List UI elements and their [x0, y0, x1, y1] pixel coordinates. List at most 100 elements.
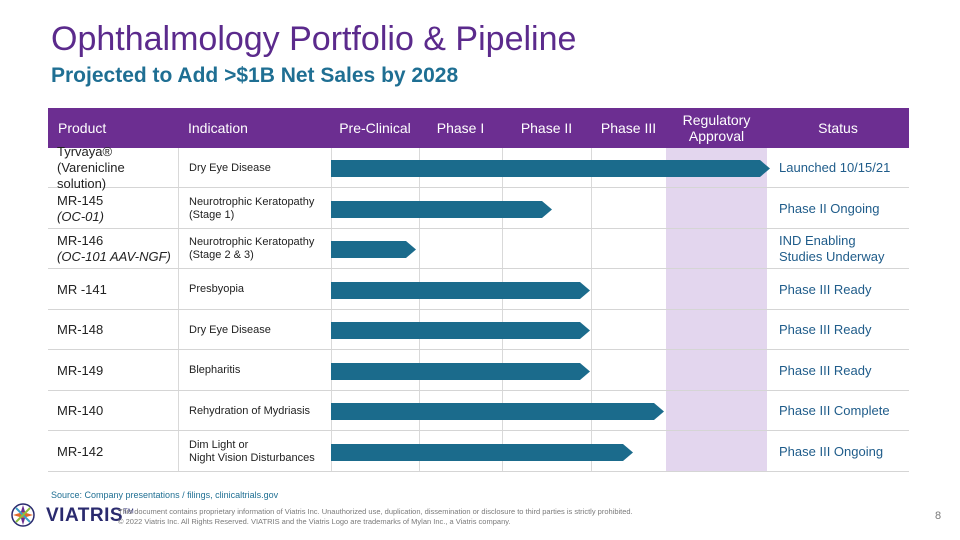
indication-text: Neurotrophic Keratopathy: [189, 236, 315, 248]
trademark-mark: TM: [123, 508, 135, 516]
product-cell: MR-149: [57, 351, 177, 391]
status-cell: Phase III Ready: [779, 310, 909, 350]
product-name: Tyrvaya®: [57, 144, 113, 159]
progress-bar: [331, 443, 633, 461]
status-text: Phase III Complete: [779, 403, 890, 418]
status-text: IND Enabling: [779, 233, 856, 248]
progress-bar: [331, 241, 416, 258]
product-cell: MR-148: [57, 310, 177, 350]
status-cell: Phase III Complete: [779, 391, 909, 431]
status-cell: Phase III Ready: [779, 270, 909, 310]
indication-cell: Dry Eye Disease: [189, 148, 339, 188]
status-cell: Launched 10/15/21: [779, 148, 909, 188]
status-text: Phase II Ongoing: [779, 200, 880, 216]
legal-line-2: © 2022 Viatris Inc. All Rights Reserved.…: [118, 517, 511, 526]
table-row: Tyrvaya® (Varenicline solution) Dry Eye …: [48, 144, 909, 191]
column-divider: [591, 148, 592, 472]
product-code: (OC-01): [57, 208, 104, 224]
product-name: MR-140: [57, 403, 104, 418]
progress-arrow: [331, 362, 590, 380]
progress-bar: [331, 200, 552, 218]
progress-bar: [331, 281, 590, 299]
product-code: (Varenicline solution): [57, 160, 125, 191]
indication-text: Neurotrophic Keratopathy: [189, 195, 315, 208]
progress-arrow: [331, 200, 552, 218]
viatris-logo-icon: [11, 503, 35, 527]
product-name: MR-149: [57, 362, 104, 378]
table-row: MR-140 Rehydration of Mydriasis Phase II…: [48, 391, 909, 431]
product-cell: MR -141: [57, 270, 177, 310]
status-text: Phase III Ready: [779, 281, 872, 297]
indication-text-2: (Stage 1): [189, 208, 235, 221]
status-text: Launched 10/15/21: [779, 160, 891, 175]
page-number: 8: [935, 510, 942, 522]
progress-bar: [331, 160, 770, 177]
indication-text-2: Night Vision Disturbances: [189, 451, 315, 464]
indication-cell: Presbyopia: [189, 270, 339, 310]
header-phase3: Phase III: [600, 120, 657, 136]
indication-cell: Dim Light or Night Vision Disturbances: [189, 432, 339, 472]
indication-text: Rehydration of Mydriasis: [189, 404, 311, 417]
product-name: MR-148: [57, 322, 104, 337]
status-text-2: Studies Underway: [779, 249, 885, 264]
status-cell: Phase III Ongoing: [779, 432, 909, 472]
indication-text: Blepharitis: [189, 364, 241, 376]
table-row: MR-142 Dim Light or Night Vision Disturb…: [48, 432, 909, 472]
progress-bar: [331, 362, 590, 380]
header-status: Status: [818, 120, 858, 136]
header-phase1: Phase I: [436, 120, 485, 136]
column-divider: [502, 148, 503, 472]
indication-text: Dry Eye Disease: [189, 323, 271, 336]
table-row: MR-146 (OC-101 AAV-NGF) Neurotrophic Ker…: [48, 229, 909, 269]
product-name: MR -141: [57, 281, 107, 297]
header-regulatory: Regulatory Approval: [682, 112, 751, 144]
progress-arrow: [331, 241, 416, 258]
progress-arrow: [331, 281, 590, 299]
table-row: MR-145 (OC-01) Neurotrophic Keratopathy …: [48, 189, 909, 229]
header-indication: Indication: [188, 120, 248, 136]
viatris-wordmark-text: VIATRIS: [46, 505, 124, 526]
viatris-logo: VIATRISTM: [10, 503, 134, 527]
product-name: MR-146: [57, 233, 104, 248]
indication-text: Presbyopia: [189, 283, 245, 295]
page-title: Ophthalmology Portfolio & Pipeline: [51, 20, 577, 58]
header-product: Product: [58, 120, 107, 136]
indication-cell: Dry Eye Disease: [189, 310, 339, 350]
indication-cell: Neurotrophic Keratopathy (Stage 2 & 3): [189, 229, 339, 269]
indication-cell: Rehydration of Mydriasis: [189, 391, 339, 431]
table-header: Product Indication Pre-Clinical Phase I …: [48, 108, 909, 148]
viatris-wordmark: VIATRISTM: [46, 505, 134, 527]
table-row: MR -141 Presbyopia Phase III Ready: [48, 270, 909, 310]
product-cell: MR-146 (OC-101 AAV-NGF): [57, 229, 177, 269]
indication-text: Dim Light or: [189, 438, 249, 451]
status-cell: IND Enabling Studies Underway: [779, 229, 909, 269]
status-cell: Phase III Ready: [779, 351, 909, 391]
progress-bar: [331, 403, 664, 420]
header-phase2: Phase II: [520, 120, 573, 136]
indication-cell: Blepharitis: [189, 351, 339, 391]
status-text: Phase III Ready: [779, 322, 872, 337]
progress-arrow: [331, 443, 633, 461]
indication-text: Dry Eye Disease: [189, 161, 271, 174]
column-divider: [419, 148, 420, 472]
source-note: Source: Company presentations / filings,…: [51, 490, 279, 500]
legal-footer: This document contains proprietary infor…: [118, 507, 633, 527]
column-divider: [178, 148, 179, 472]
indication-text-2: (Stage 2 & 3): [189, 249, 254, 261]
legal-line-1: This document contains proprietary infor…: [118, 507, 633, 516]
table-row: MR-148 Dry Eye Disease Phase III Ready: [48, 310, 909, 350]
header-preclinical: Pre-Clinical: [339, 120, 411, 136]
product-cell: MR-145 (OC-01): [57, 189, 177, 229]
product-cell: MR-140: [57, 391, 177, 431]
progress-arrow: [331, 160, 770, 177]
status-text: Phase III Ongoing: [779, 443, 884, 459]
product-code: (OC-101 AAV-NGF): [57, 249, 171, 264]
progress-arrow: [331, 403, 664, 420]
indication-cell: Neurotrophic Keratopathy (Stage 1): [189, 189, 339, 229]
product-name: MR-142: [57, 443, 104, 459]
column-divider: [331, 148, 332, 472]
regulatory-column-shade: [666, 148, 767, 472]
progress-bar: [331, 322, 590, 339]
status-cell: Phase II Ongoing: [779, 189, 909, 229]
table-row: MR-149 Blepharitis Phase III Ready: [48, 351, 909, 391]
